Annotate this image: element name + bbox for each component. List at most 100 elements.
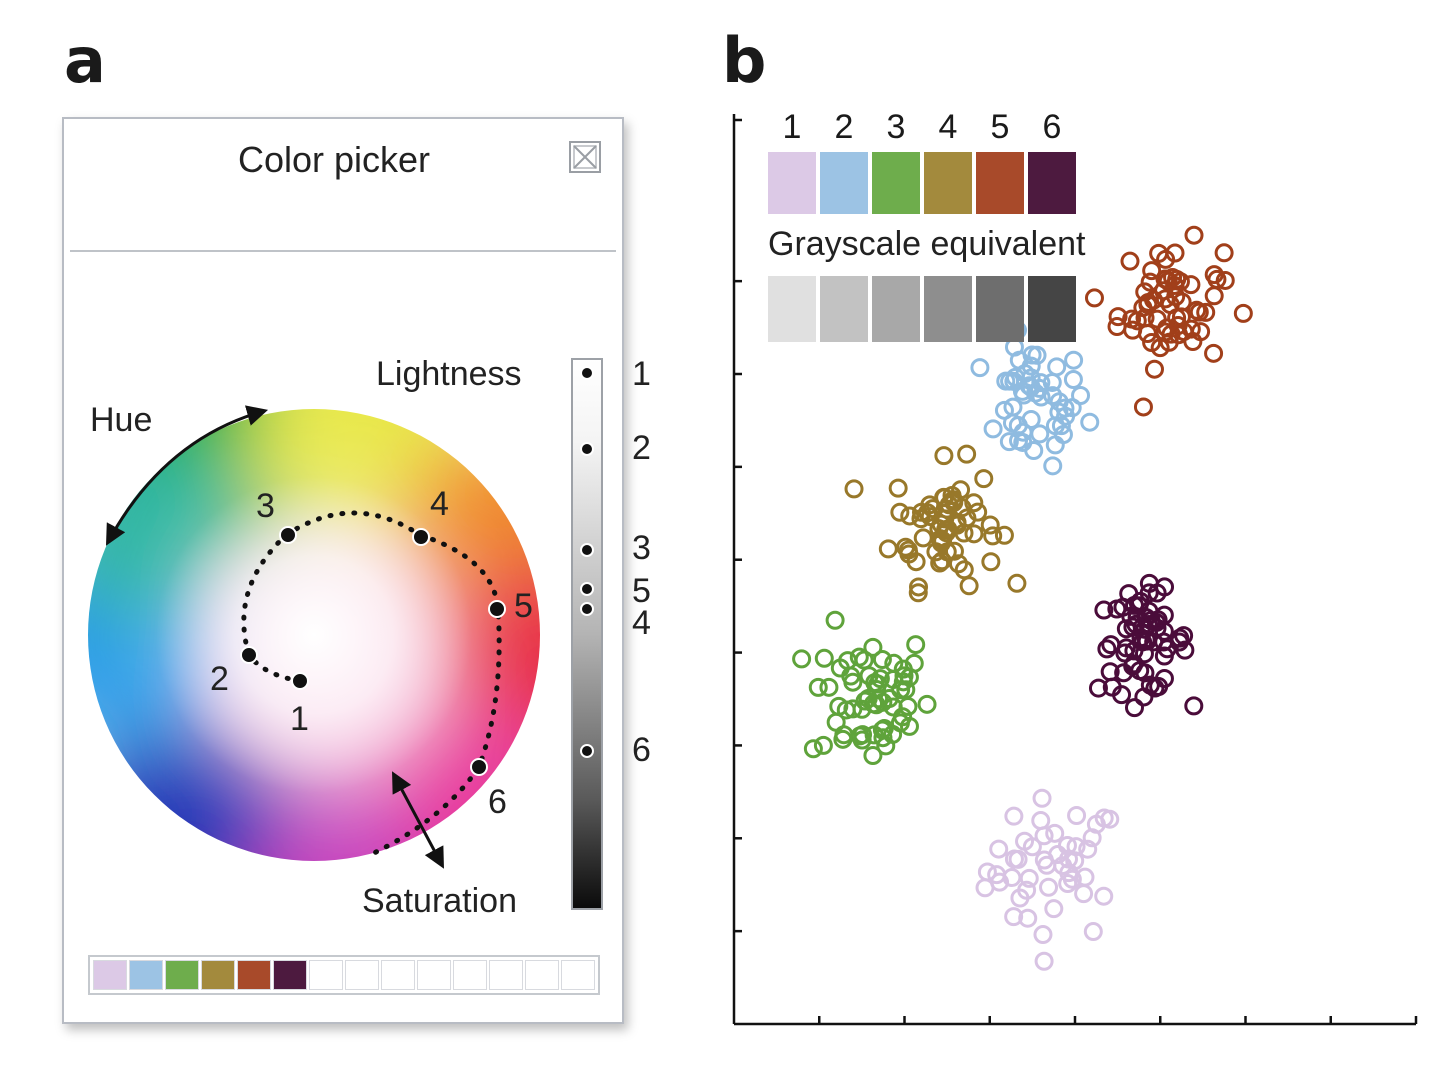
scatter-point-series-4 (913, 528, 933, 548)
scatter-point-series-6 (1124, 698, 1144, 718)
scatter-point-series-5 (1108, 307, 1128, 327)
lightness-scale-label-2: 2 (632, 429, 651, 467)
lightness-scale-label-1: 1 (632, 355, 651, 393)
scatter-point-series-5 (1159, 332, 1179, 352)
scatter-point-series-4 (943, 490, 963, 510)
scatter-point-series-5 (1233, 303, 1253, 323)
wheel-label-2: 2 (210, 660, 229, 698)
scatter-point-series-5 (1204, 286, 1224, 306)
picker-swatch-5[interactable] (237, 960, 271, 990)
scatter-point-series-6 (1147, 583, 1167, 603)
picker-swatch-1[interactable] (93, 960, 127, 990)
scatter-point-series-5 (1214, 243, 1234, 263)
scatter-point-series-2 (1003, 397, 1023, 417)
color-path (241, 510, 502, 857)
scatter-point-series-3 (853, 725, 873, 745)
scatter-point-series-4 (944, 541, 964, 561)
scatter-point-series-5 (1156, 249, 1176, 269)
wheel-point-2 (240, 646, 258, 664)
scatter-point-series-3 (814, 648, 834, 668)
picker-swatch-13[interactable] (525, 960, 559, 990)
picker-swatch-2[interactable] (129, 960, 163, 990)
scatter-point-series-1 (1057, 836, 1077, 856)
scatter-point-series-6 (1124, 595, 1144, 615)
scatter-point-series-5 (1196, 302, 1216, 322)
scatter-point-series-1 (1018, 908, 1038, 928)
picker-swatch-4[interactable] (201, 960, 235, 990)
scatter-point-series-3 (825, 610, 845, 630)
wheel-point-3 (279, 526, 297, 544)
picker-swatch-12[interactable] (489, 960, 523, 990)
scatter-point-series-4 (980, 515, 1000, 535)
scatter-point-series-4 (935, 488, 955, 508)
grayscale-swatch-4 (924, 276, 972, 342)
scatter-point-series-2 (1013, 432, 1033, 452)
scatter-point-series-4 (959, 576, 979, 596)
panel-b-letter: b (722, 24, 767, 97)
scatter-point-series-5 (1137, 323, 1157, 343)
scatter-point-series-1 (1010, 888, 1030, 908)
lightness-scale-label-5: 5 (632, 572, 651, 610)
scatter-point-series-2 (1063, 369, 1083, 389)
saturation-arrow (392, 771, 444, 869)
picker-swatch-6[interactable] (273, 960, 307, 990)
scatter-point-series-3 (829, 696, 849, 716)
scatter-point-series-6 (1174, 626, 1194, 646)
scatter-point-series-1 (1066, 837, 1086, 857)
scatter-point-series-3 (792, 649, 812, 669)
scatter-point-series-6 (1124, 654, 1144, 674)
scatter-point-series-2 (1031, 373, 1051, 393)
scatter-point-series-4 (964, 524, 984, 544)
scatter-point-series-2 (983, 419, 1003, 439)
scatter-point-series-1 (1015, 831, 1035, 851)
scatter-point-series-5 (1167, 308, 1187, 328)
scatter-point-series-4 (909, 577, 929, 597)
saturation-label: Saturation (362, 882, 517, 920)
picker-swatch-9[interactable] (381, 960, 415, 990)
scatter-point-series-1 (1100, 809, 1120, 829)
scatter-point-series-3 (859, 666, 879, 686)
scatter-point-series-6 (1138, 615, 1158, 635)
scatter-point-series-2 (1049, 392, 1069, 412)
close-box-icon[interactable] (569, 141, 601, 173)
scatter-point-series-1 (987, 865, 1007, 885)
grayscale-title: Grayscale equivalent (768, 225, 1086, 263)
scatter-point-series-2 (1064, 350, 1084, 370)
scatter-point-series-2 (1043, 456, 1063, 476)
scatter-point-series-3 (864, 725, 884, 745)
scatter-point-series-2 (1022, 345, 1042, 365)
scatter-point-series-2 (1012, 381, 1032, 401)
scatter-point-series-2 (1080, 412, 1100, 432)
scatter-point-series-1 (1078, 839, 1098, 859)
picker-swatch-10[interactable] (417, 960, 451, 990)
wheel-label-5: 5 (514, 587, 533, 625)
scatter-point-series-5 (1187, 300, 1207, 320)
picker-swatch-11[interactable] (453, 960, 487, 990)
lightness-marker-1 (580, 366, 594, 380)
grayscale-swatch-3 (872, 276, 920, 342)
wheel-point-5 (488, 600, 506, 618)
grayscale-swatch-1 (768, 276, 816, 342)
picker-swatch-14[interactable] (561, 960, 595, 990)
scatter-point-series-1 (1004, 806, 1024, 826)
scatter-plot (732, 114, 1418, 1026)
scatter-point-series-4 (926, 542, 946, 562)
picker-swatch-3[interactable] (165, 960, 199, 990)
picker-swatch-8[interactable] (345, 960, 379, 990)
scatter-point-series-1 (1062, 869, 1082, 889)
scatter-point-series-4 (954, 560, 974, 580)
scatter-point-series-1 (1033, 925, 1053, 945)
scatter-point-series-5 (1122, 309, 1142, 329)
scatter-point-series-1 (989, 839, 1009, 859)
picker-swatch-7[interactable] (309, 960, 343, 990)
scatter-point-series-4 (923, 499, 943, 519)
scatter-point-series-3 (872, 650, 892, 670)
scatter-point-series-6 (1094, 600, 1114, 620)
scatter-point-series-5 (1133, 397, 1153, 417)
scatter-point-series-4 (957, 444, 977, 464)
scatter-point-series-1 (1094, 886, 1114, 906)
lightness-slider[interactable] (571, 358, 603, 910)
scatter-point-series-5 (1181, 275, 1201, 295)
scatter-point-series-4 (911, 509, 931, 529)
swatch-strip (88, 955, 600, 995)
